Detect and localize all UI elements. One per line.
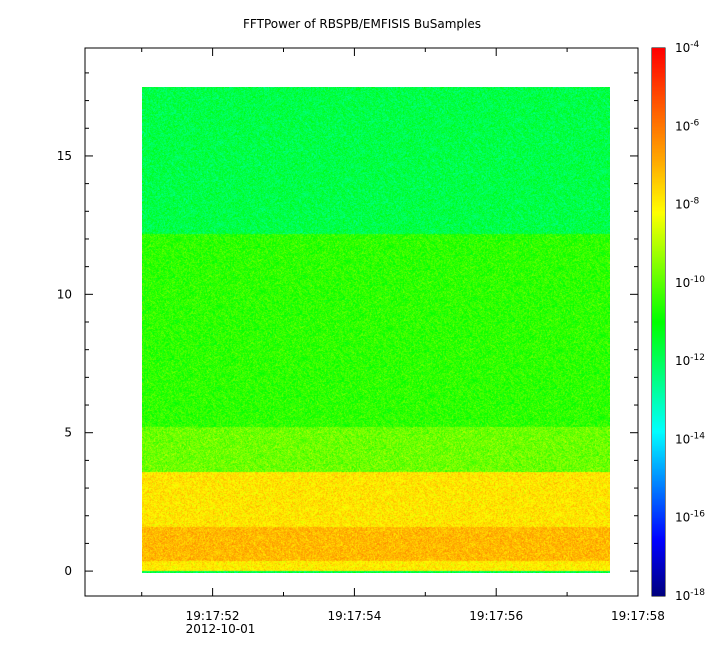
x-tick-label: 19:17:56	[469, 609, 523, 623]
colorbar-tick-label: 10-6	[675, 118, 700, 133]
y-tick-label: 0	[64, 564, 72, 578]
y-axis: 0 5 10 15	[57, 72, 638, 578]
spectrogram-heatmap	[142, 87, 610, 573]
colorbar-tick-label: 10-12	[675, 353, 705, 368]
x-date-label: 2012-10-01	[186, 622, 256, 636]
colorbar-axis: 10-4 10-6 10-8 10-10 10-12 10-14 10-16 10-18	[660, 40, 705, 603]
colorbar-tick-label: 10-8	[675, 197, 700, 212]
y-tick-label: 5	[64, 426, 72, 440]
x-tick-label: 19:17:58	[611, 609, 665, 623]
y-tick-label: 10	[57, 287, 72, 301]
x-axis: 19:17:52 19:17:54 19:17:56 19:17:58 2012-10-…	[141, 48, 665, 636]
y-tick-label: 15	[57, 149, 72, 163]
colorbar-tick-label: 10-16	[675, 510, 705, 525]
x-tick-label: 19:17:52	[186, 609, 240, 623]
colorbar	[652, 48, 665, 596]
colorbar-tick-label: 10-10	[675, 275, 705, 290]
chart-title: FFTPower of RBSPB/EMFISIS BuSamples	[243, 17, 481, 31]
colorbar-tick-label: 10-18	[675, 588, 705, 603]
colorbar-tick-label: 10-4	[675, 40, 700, 55]
colorbar-tick-label: 10-14	[675, 431, 705, 446]
x-tick-label: 19:17:54	[327, 609, 381, 623]
